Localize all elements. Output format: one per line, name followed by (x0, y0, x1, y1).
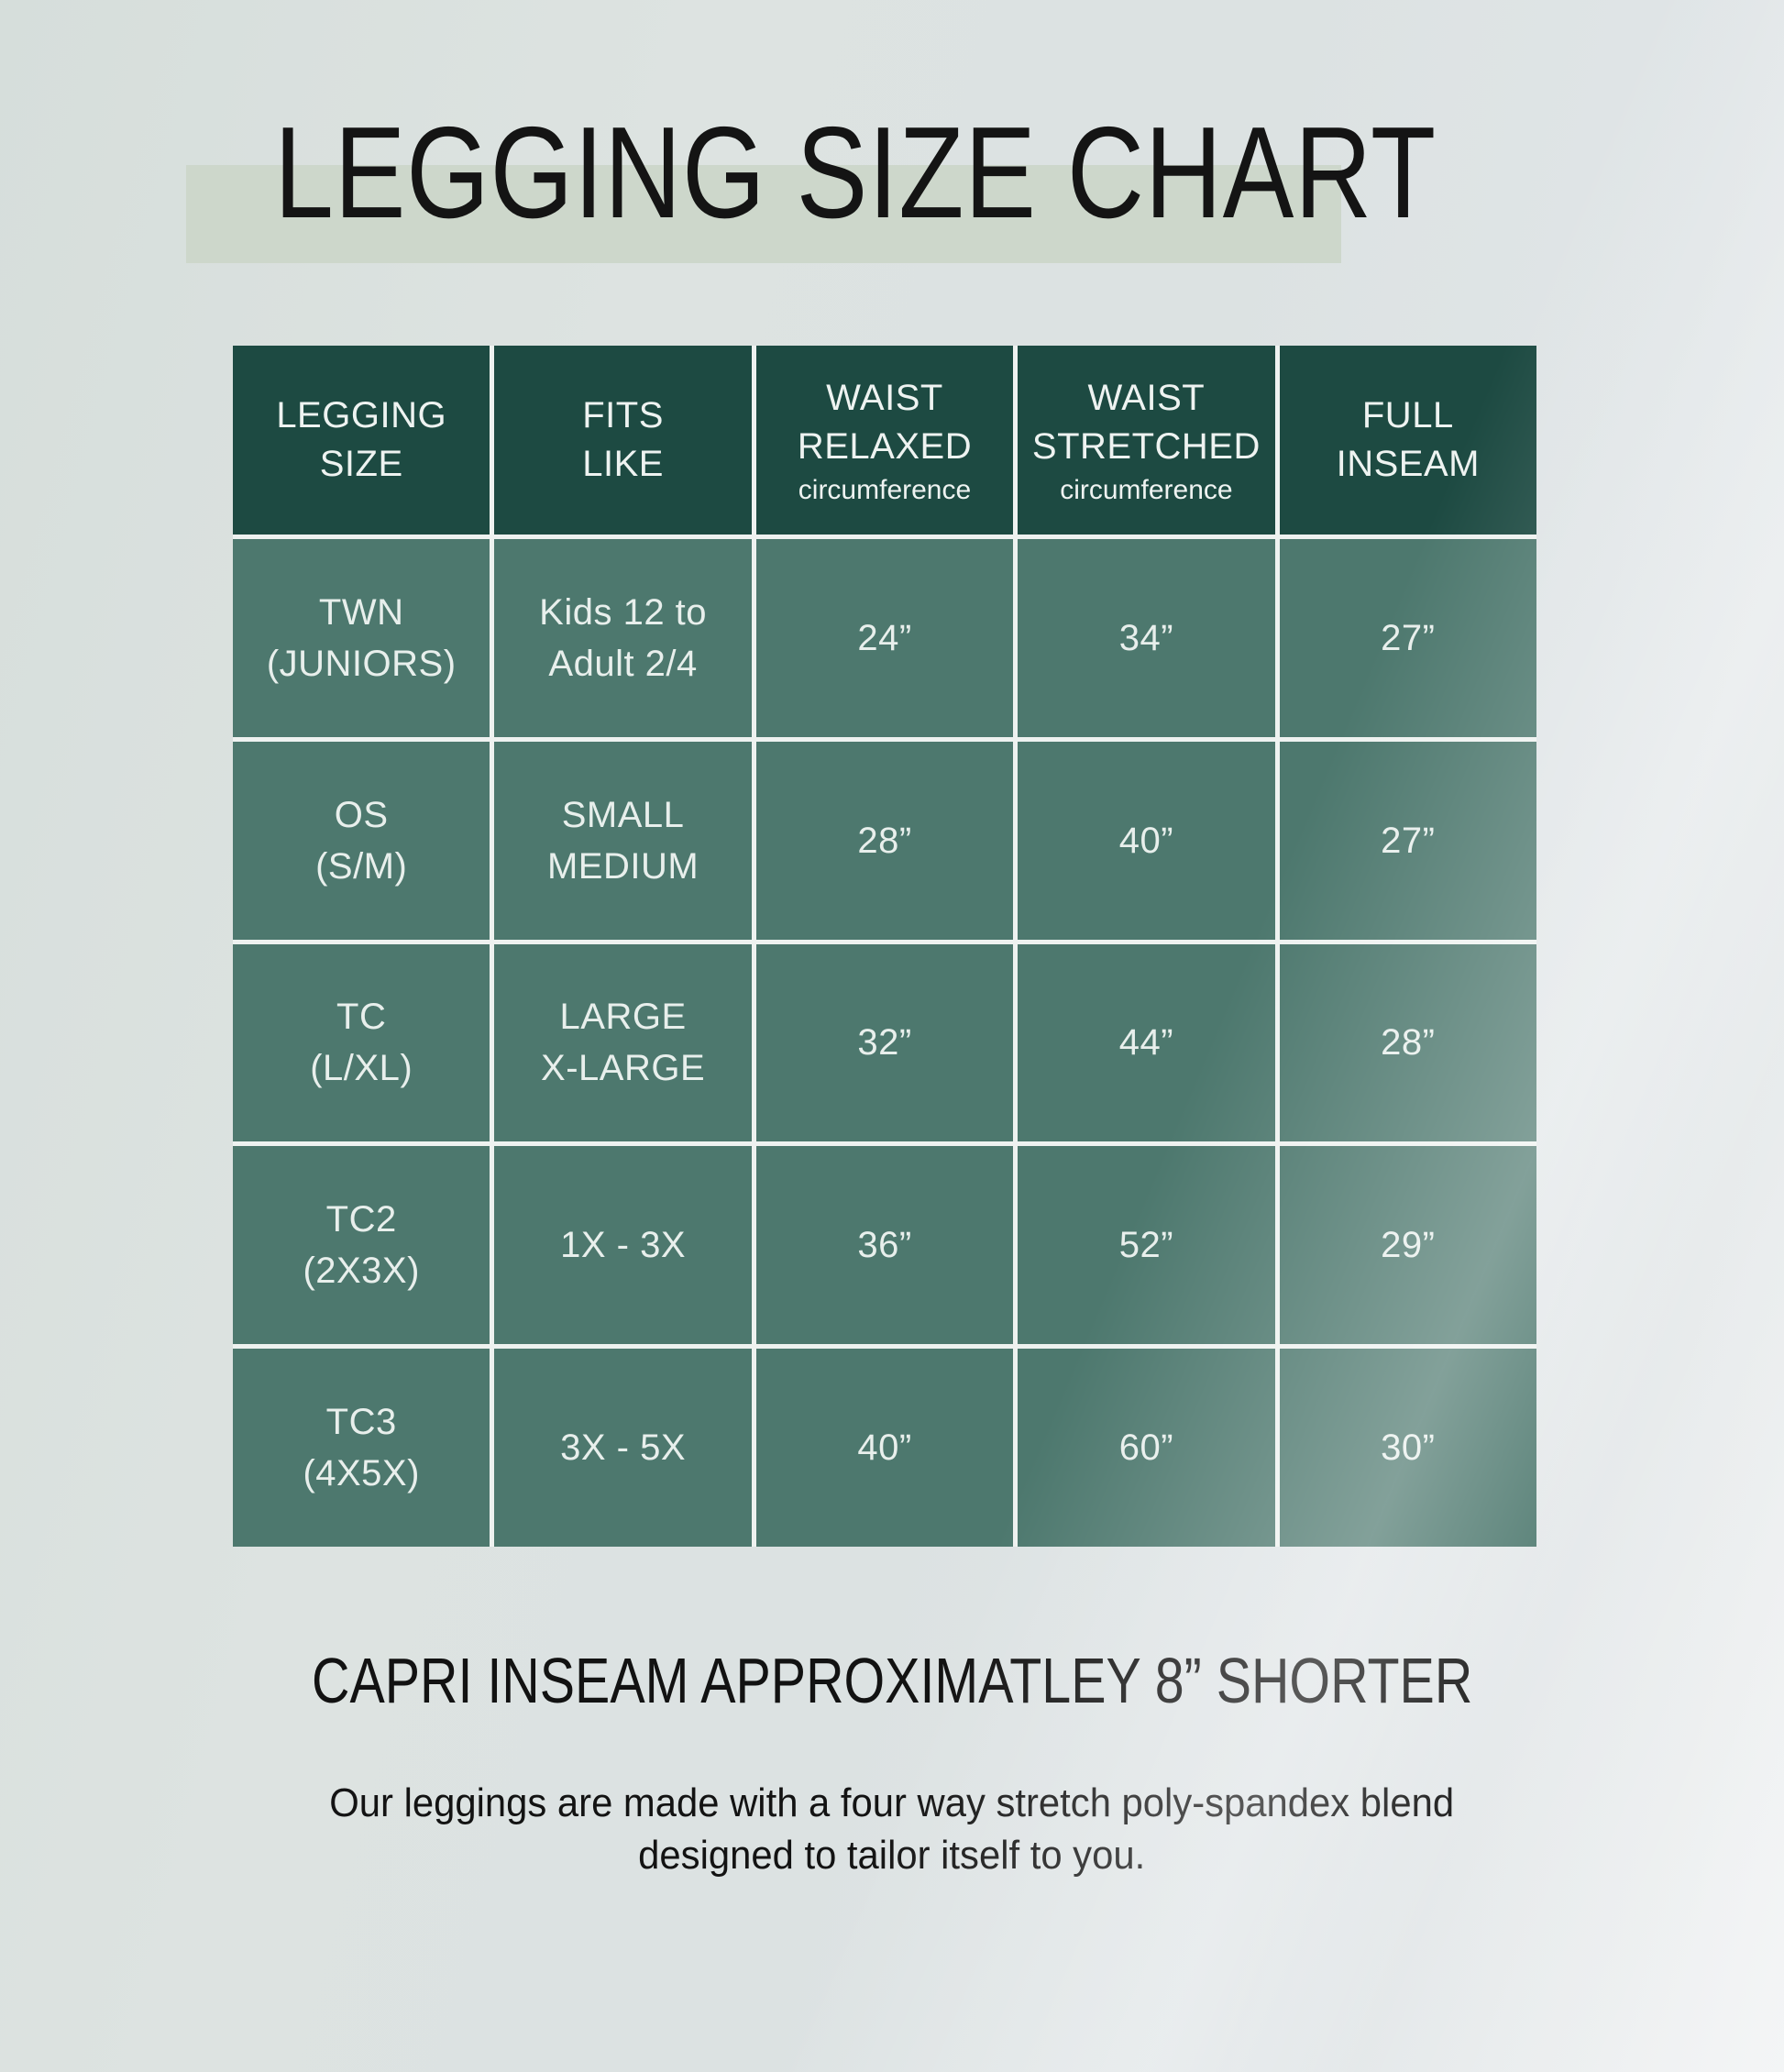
cell-relaxed-os: 28” (755, 741, 1014, 940)
cell-inseam-tc3: 30” (1279, 1349, 1536, 1547)
cell-size-tc2: TC2 (2X3X) (233, 1146, 490, 1345)
header-title: WAIST STRETCHED (1031, 377, 1261, 467)
header-cell-fits-like: FITS LIKE (494, 346, 752, 535)
cell-fits-tc3: 3X - 5X (494, 1349, 752, 1547)
cell-relaxed-tc2: 36” (755, 1146, 1014, 1345)
page-title-text: LEGGING SIZE CHART (274, 100, 1437, 246)
header-cell-full-inseam: FULL INSEAM (1279, 346, 1536, 535)
header-note: circumference (1060, 474, 1233, 505)
fabric-description-text: Our leggings are made with a four way st… (329, 1780, 1455, 1879)
cell-inseam-tc2: 29” (1279, 1146, 1536, 1345)
cell-inseam-twn: 27” (1279, 539, 1536, 737)
header-title: LEGGING SIZE (276, 395, 447, 484)
header-title: WAIST RELAXED (797, 377, 973, 467)
cell-fits-twn: Kids 12 to Adult 2/4 (494, 539, 752, 737)
cell-relaxed-tc3: 40” (755, 1349, 1014, 1547)
page-title: LEGGING SIZE CHART (0, 108, 1747, 238)
cell-stretched-tc3: 60” (1018, 1349, 1275, 1547)
cell-stretched-tc2: 52” (1018, 1146, 1275, 1345)
cell-relaxed-twn: 24” (755, 539, 1014, 737)
cell-stretched-twn: 34” (1018, 539, 1275, 737)
header-cell-waist-relaxed: WAIST RELAXED circumference (755, 346, 1014, 535)
size-chart-table: LEGGING SIZE FITS LIKE WAIST RELAXED cir… (233, 346, 1536, 1547)
header-cell-waist-stretched: WAIST STRETCHED circumference (1018, 346, 1275, 535)
title-highlight-band (186, 165, 1341, 263)
cell-size-twn: TWN (JUNIORS) (233, 539, 490, 737)
cell-fits-os: SMALL MEDIUM (494, 741, 752, 940)
cell-size-os: OS (S/M) (233, 741, 490, 940)
cell-stretched-tc: 44” (1018, 943, 1275, 1142)
cell-stretched-os: 40” (1018, 741, 1275, 940)
header-cell-legging-size: LEGGING SIZE (233, 346, 490, 535)
header-title: FITS LIKE (582, 395, 664, 484)
fabric-description: Our leggings are made with a four way st… (0, 1777, 1784, 1881)
cell-relaxed-tc: 32” (755, 943, 1014, 1142)
cell-fits-tc2: 1X - 3X (494, 1146, 752, 1345)
cell-inseam-tc: 28” (1279, 943, 1536, 1142)
header-title: FULL INSEAM (1336, 395, 1480, 484)
cell-size-tc3: TC3 (4X5X) (233, 1349, 490, 1547)
cell-size-tc: TC (L/XL) (233, 943, 490, 1142)
cell-inseam-os: 27” (1279, 741, 1536, 940)
capri-inseam-note: CAPRI INSEAM APPROXIMATLEY 8” SHORTER (0, 1648, 1784, 1713)
header-note: circumference (798, 474, 972, 505)
capri-inseam-note-text: CAPRI INSEAM APPROXIMATLEY 8” SHORTER (311, 1645, 1473, 1716)
cell-fits-tc: LARGE X-LARGE (494, 943, 752, 1142)
